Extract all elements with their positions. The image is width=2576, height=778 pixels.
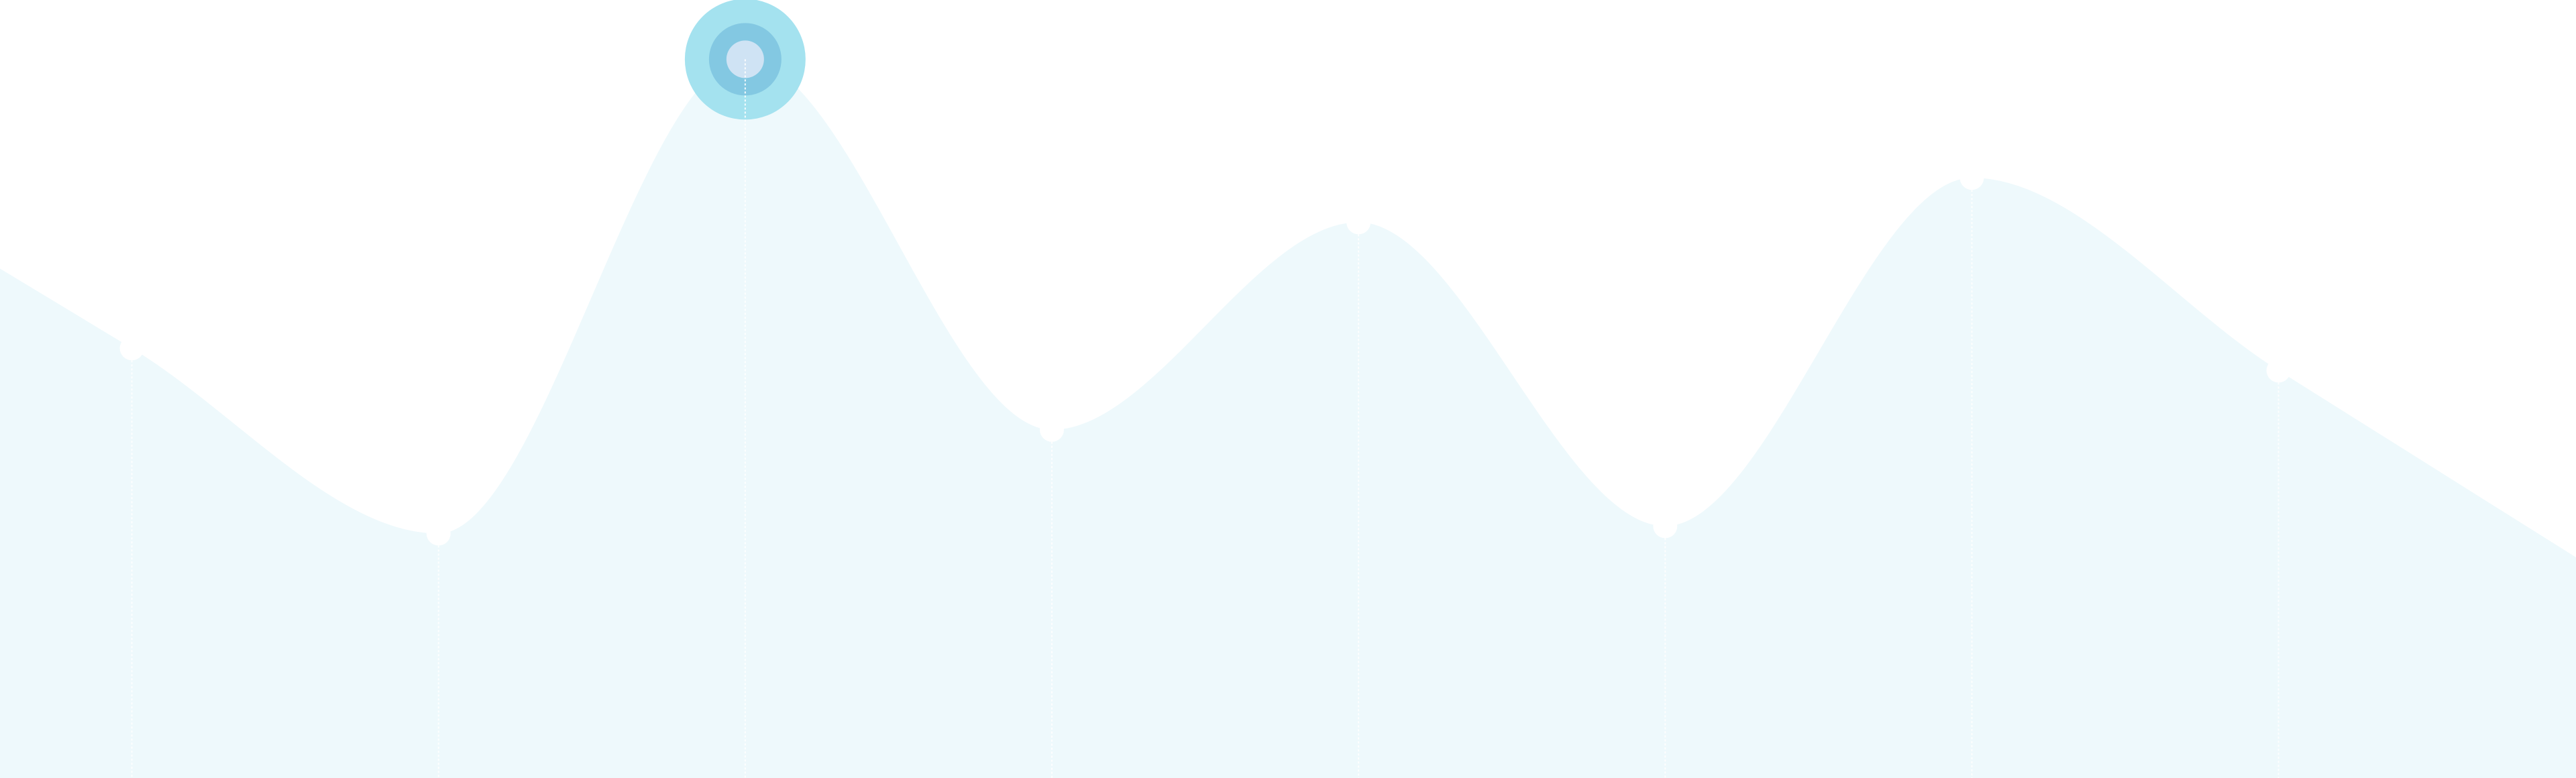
area-series [0,59,2576,778]
guide-lines [131,59,2279,778]
